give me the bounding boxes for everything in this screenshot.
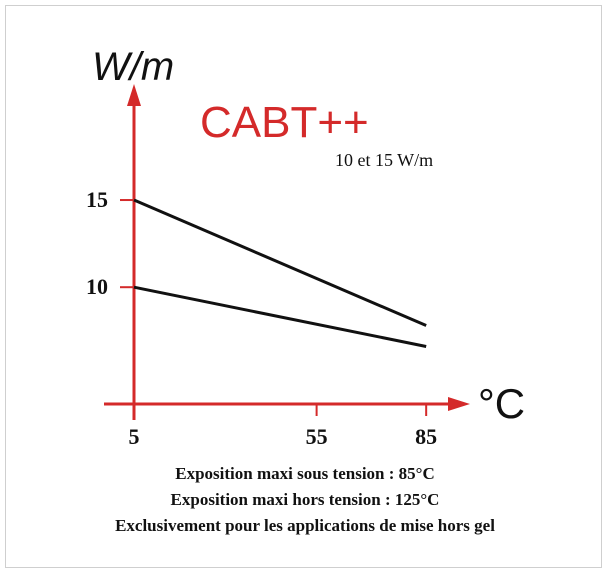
chart-title: CABT++	[200, 98, 369, 147]
y-axis-label: W/m	[92, 45, 174, 89]
y-axis-arrowhead	[127, 84, 141, 106]
series-line-1	[133, 285, 427, 348]
x-axis-arrowhead	[448, 397, 470, 411]
y-tick-label-10: 10	[86, 274, 108, 299]
tick-marks	[120, 199, 428, 416]
series-lines	[133, 198, 427, 348]
chart-subtitle: 10 et 15 W/m	[335, 150, 433, 170]
note-line-3: Exclusivement pour les applications de m…	[115, 516, 495, 535]
chart-frame	[5, 5, 602, 568]
series-line-0	[133, 198, 427, 327]
note-line-1: Exposition maxi sous tension : 85°C	[175, 464, 434, 483]
x-axis-label: °C	[478, 380, 525, 427]
x-tick-label-5: 5	[129, 424, 140, 449]
y-tick-label-15: 15	[86, 187, 108, 212]
x-tick-label-85: 85	[415, 424, 437, 449]
x-tick-label-55: 55	[306, 424, 328, 449]
note-line-2: Exposition maxi hors tension : 125°C	[171, 490, 440, 509]
